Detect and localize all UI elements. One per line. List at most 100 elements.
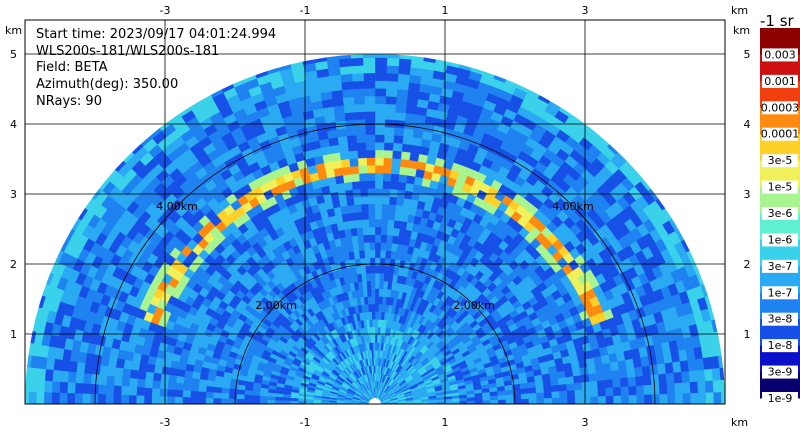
colorbar-label: 3e-7 <box>768 260 793 273</box>
data-cell <box>583 397 591 405</box>
data-cell <box>698 381 706 393</box>
data-cell <box>332 98 344 107</box>
data-cell <box>290 398 298 401</box>
data-cell <box>566 376 575 384</box>
data-cell <box>366 158 375 166</box>
data-cell <box>36 392 44 404</box>
data-cell <box>705 380 713 392</box>
data-cell <box>371 289 375 297</box>
data-cell <box>366 281 371 289</box>
data-cell <box>375 65 387 73</box>
data-cell <box>652 384 660 394</box>
data-cell <box>619 369 628 379</box>
data-cell <box>386 235 392 243</box>
data-cell <box>370 273 375 281</box>
data-cell <box>714 392 722 404</box>
y-tick-label-right: 5 <box>744 48 751 61</box>
data-cell <box>169 368 178 376</box>
data-cell <box>365 266 370 274</box>
data-cell <box>365 111 375 119</box>
data-cell <box>363 58 375 66</box>
data-cell <box>521 393 529 399</box>
y-unit-label-right: km <box>733 24 750 37</box>
data-cell <box>667 383 675 394</box>
y-tick-label-left: 5 <box>10 48 17 61</box>
data-cell <box>398 66 410 75</box>
data-cell <box>383 173 391 181</box>
data-cell <box>67 383 75 394</box>
y-tick-label-left: 1 <box>10 328 17 341</box>
data-cell <box>346 128 356 137</box>
colorbar-title: -1 sr <box>760 12 795 30</box>
data-cell <box>375 196 382 204</box>
data-cell <box>379 273 384 281</box>
data-cell <box>544 392 552 399</box>
data-cell <box>611 370 620 379</box>
data-cell <box>114 377 123 387</box>
data-cell <box>397 89 409 98</box>
data-cell <box>597 380 605 389</box>
data-cell <box>341 159 350 168</box>
data-cell <box>385 104 396 112</box>
data-cell <box>357 227 364 235</box>
data-cell <box>536 392 544 398</box>
data-cell <box>356 220 363 228</box>
x-unit-label-bottom: km <box>731 416 748 429</box>
colorbar-label: 1e-5 <box>768 181 793 194</box>
data-cell <box>380 242 386 250</box>
data-cell <box>628 377 637 387</box>
data-cell <box>52 370 61 382</box>
data-cell <box>375 227 381 235</box>
data-cell <box>637 395 645 404</box>
data-cell <box>621 395 629 404</box>
instrument-label: WLS200s-181/WLS200s-181 <box>36 44 219 59</box>
data-cell <box>603 363 612 372</box>
data-cell <box>667 394 675 405</box>
data-cell <box>642 365 651 375</box>
data-cell <box>354 204 362 212</box>
data-cell <box>160 382 168 390</box>
data-cell <box>371 296 375 304</box>
data-cell <box>378 304 382 312</box>
data-cell <box>393 135 403 143</box>
data-cell <box>386 81 398 89</box>
data-cell <box>381 227 388 235</box>
data-cell <box>375 142 384 150</box>
data-cell <box>605 387 613 396</box>
data-cell <box>359 250 365 258</box>
data-cell <box>375 165 383 173</box>
data-cell <box>29 380 37 392</box>
data-cell <box>356 135 366 143</box>
data-cell <box>589 373 598 382</box>
data-cell <box>113 386 121 395</box>
y-tick-label-left: 3 <box>10 188 17 201</box>
data-cell <box>168 382 176 390</box>
data-cell <box>382 204 389 212</box>
data-cell <box>346 197 354 206</box>
data-cell <box>145 372 154 381</box>
data-cell <box>388 204 396 212</box>
data-cell <box>392 158 401 166</box>
x-tick-label-bottom: 1 <box>442 416 449 429</box>
data-cell <box>375 104 386 112</box>
data-cell <box>83 373 92 384</box>
data-cell <box>589 381 597 389</box>
data-cell <box>283 398 291 401</box>
data-cell <box>635 376 643 386</box>
data-cell <box>385 250 391 258</box>
data-cell <box>244 399 252 404</box>
data-cell <box>369 242 375 250</box>
data-cell <box>175 383 183 391</box>
data-cell <box>691 393 699 404</box>
data-cell <box>99 365 108 375</box>
data-cell <box>363 73 375 81</box>
data-cell <box>384 273 389 281</box>
data-cell <box>387 65 399 73</box>
data-cell <box>675 383 683 394</box>
data-cell <box>366 150 375 158</box>
data-cell <box>115 368 124 378</box>
data-cell <box>375 304 379 312</box>
data-cell <box>75 394 83 405</box>
data-cell <box>698 392 706 404</box>
